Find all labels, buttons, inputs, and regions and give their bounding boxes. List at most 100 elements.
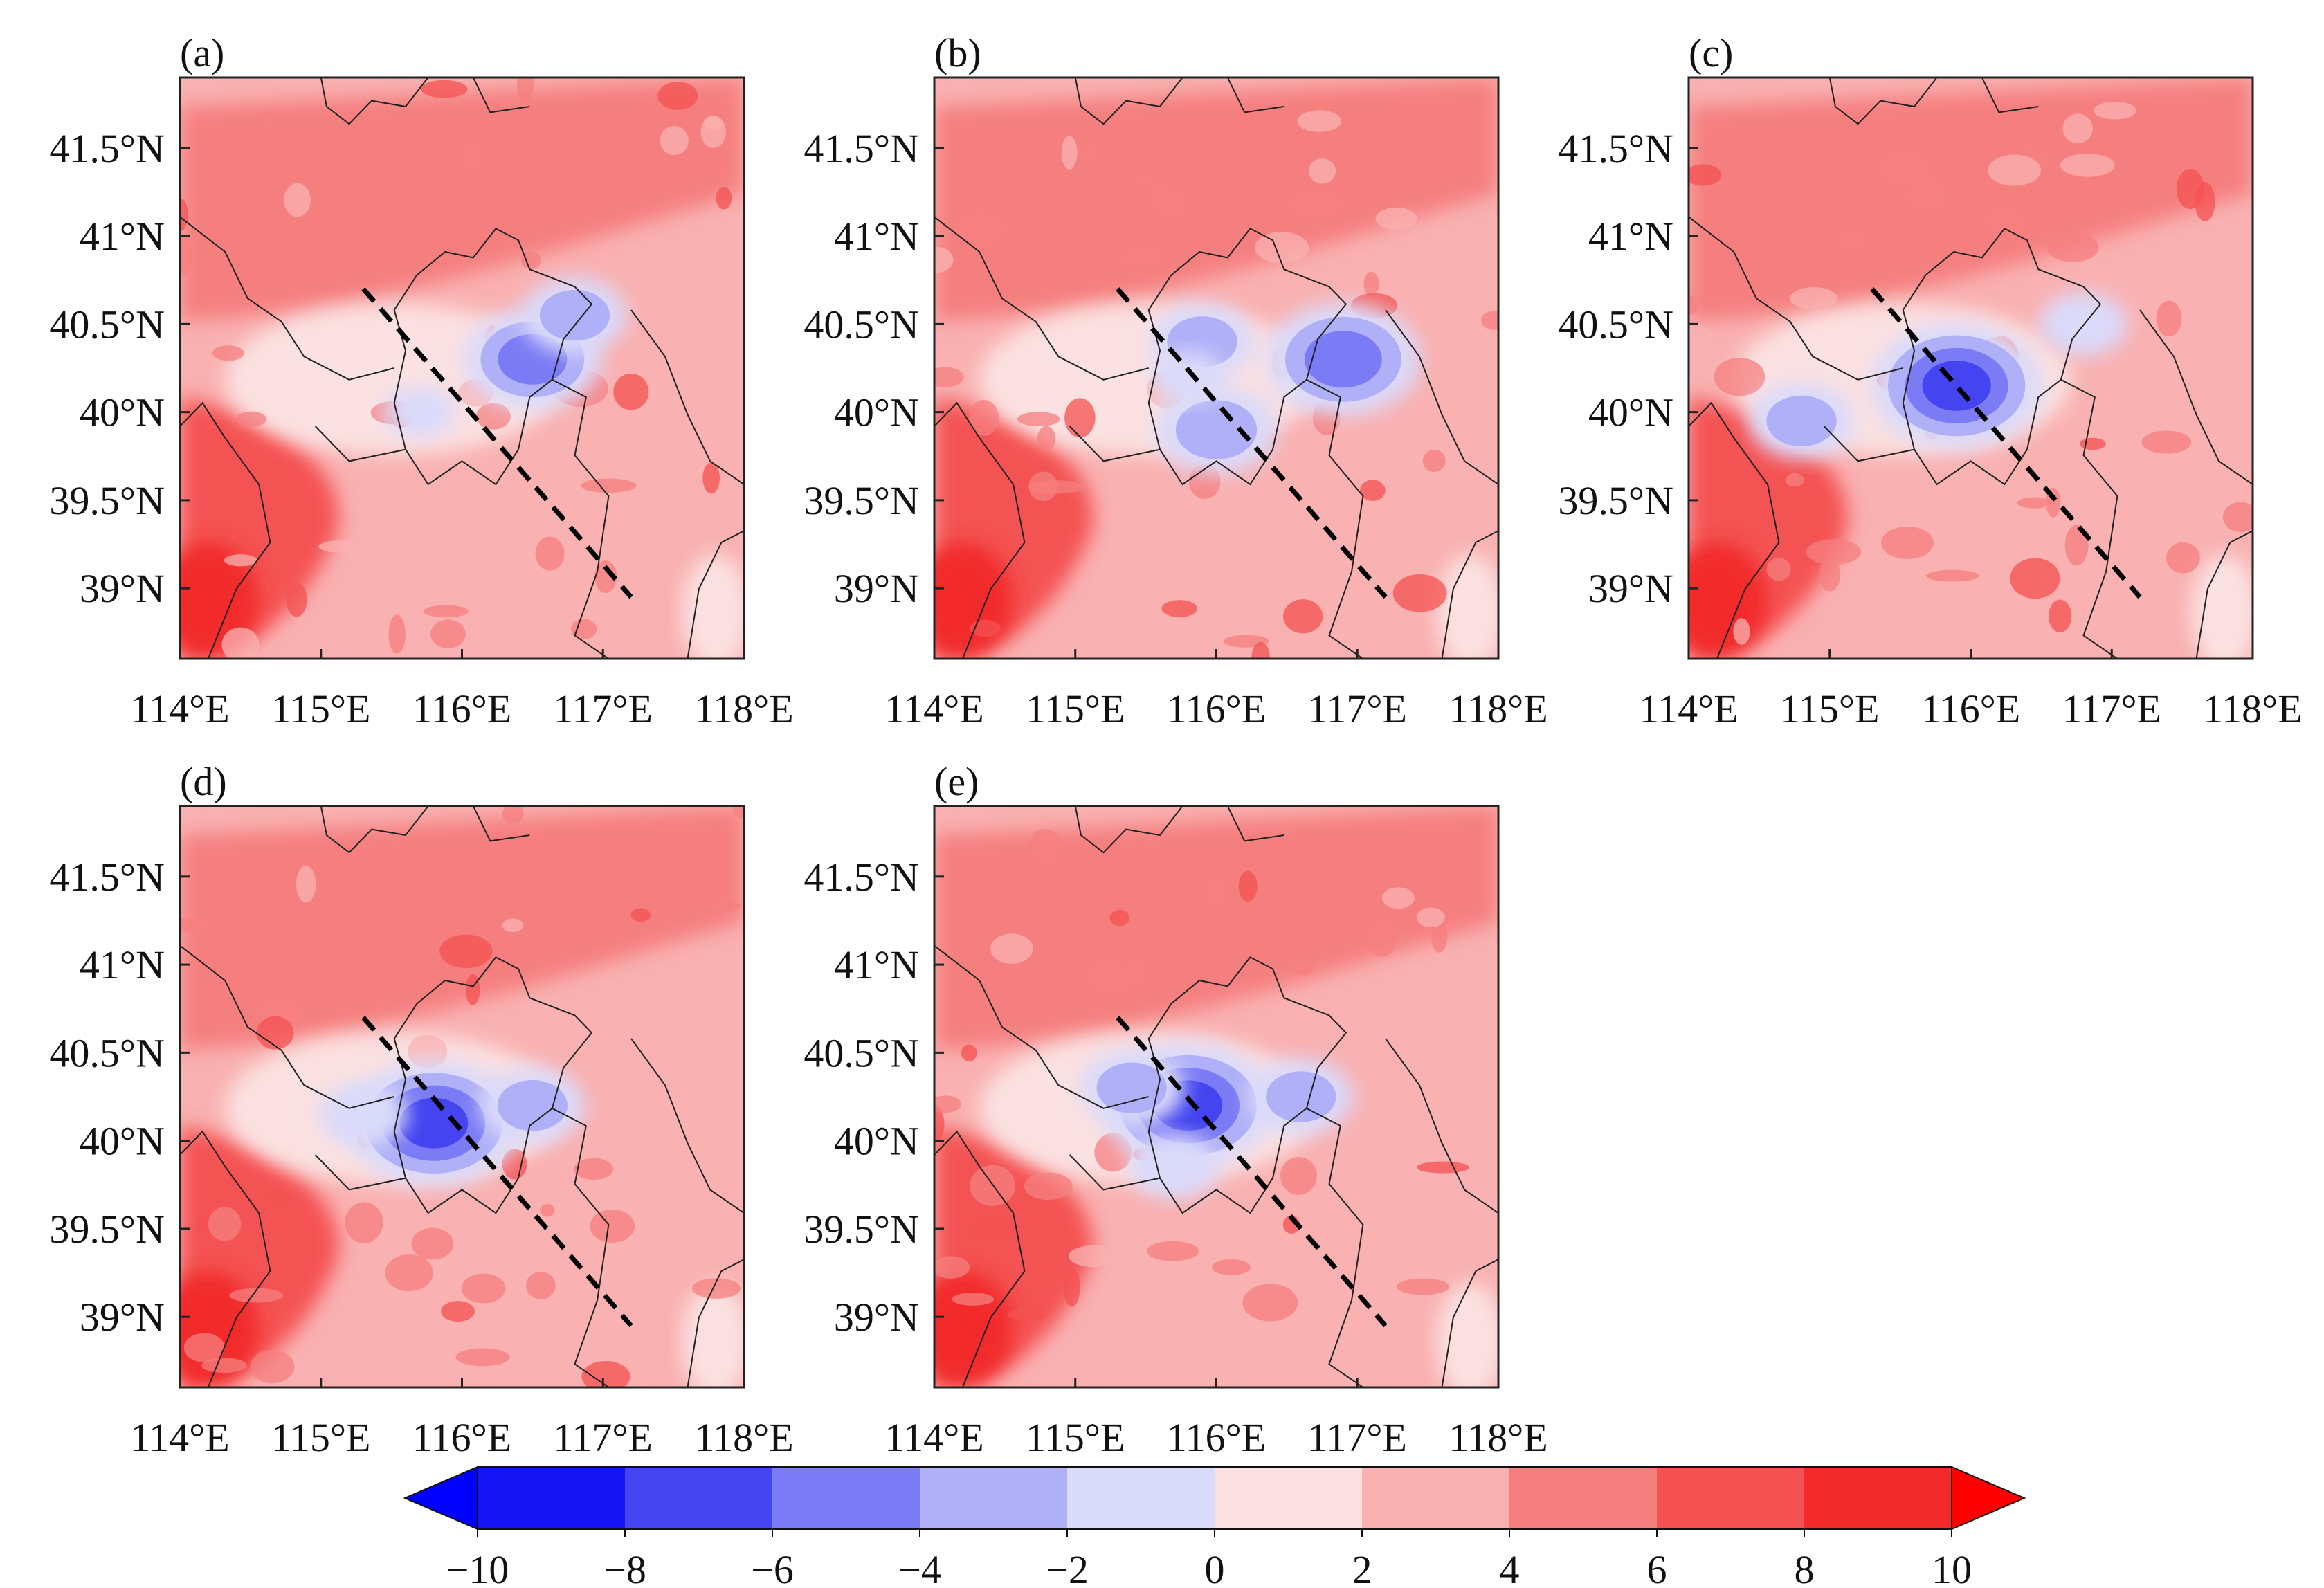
field-speckle [502,918,524,933]
field-speckle [692,1278,741,1299]
lat-tick-label: 41.5°N [1558,126,1673,171]
lat-tick-label: 41.5°N [804,126,919,171]
field-speckle [660,125,689,156]
border-province [934,401,1026,659]
field-coast [682,554,744,659]
field-negative-blob [383,386,456,438]
field-speckle [1819,558,1841,592]
border-tianjin [2060,378,2118,659]
border-province [1828,77,1938,125]
lon-tick-label: 114°E [130,1415,229,1460]
lon-tick-label: 118°E [1449,686,1547,731]
field-speckle [1305,499,1339,536]
field-speckle [455,1348,510,1367]
map-area [934,806,1498,1387]
field-speckle [1689,164,1722,186]
cross-section-line [361,1016,633,1328]
colorbar-tick-label: −6 [751,1547,794,1588]
map-area [934,77,1498,659]
field-negative-blob [1304,331,1382,388]
field-north-band [934,77,1498,322]
field-speckle [229,1288,284,1303]
field-speckle [1297,110,1341,132]
field-speckle [1416,1161,1469,1174]
field-speckle [502,1149,527,1180]
field-speckle [1880,526,1934,559]
colorbar: −10 −8 −6 −4 −2 0 2 4 6 8 10 [403,1466,2026,1588]
border-province [1074,806,1183,854]
lat-tick-label: 41°N [834,942,919,987]
lat-tick-label: 40°N [834,390,919,435]
field-speckle [1480,311,1498,330]
field-speckle [1212,1259,1251,1276]
field-speckle [1251,641,1270,659]
border-province [1226,77,1284,113]
lat-tick-label: 40°N [80,1119,165,1164]
panel-a: (a) 114°E 115°E 116°E 117°E 118°E 41.5°N 41°N 40… [49,30,793,731]
field-negative-blob [539,289,610,341]
field-negative-blob [1096,1062,1167,1113]
map-area [1689,77,2253,659]
colorbar-tick-label: −2 [1046,1547,1089,1588]
field-coast [2190,554,2253,659]
field-speckle [476,403,511,430]
cross-section-line [1116,287,1388,599]
field-north-band [934,806,1498,1050]
border-province [314,426,406,462]
field-speckle [1363,271,1379,297]
field-speckle [201,1358,247,1373]
field-speckle [345,1202,383,1243]
border-province [472,77,530,113]
border-beijing [393,956,593,1214]
map-area [180,77,744,659]
lon-tick-label: 115°E [1026,1415,1125,1460]
lon-tick-label: 118°E [694,1415,793,1460]
lon-tick-label: 116°E [412,686,511,731]
panel-e: (e) 114°E 115°E 116°E 117°E 118°E 41.5°N 41°N 40… [804,759,1547,1460]
field-speckle [2046,232,2099,262]
border-province [630,309,744,485]
field-speckle [267,1191,290,1207]
field-speckle [1075,145,1102,163]
lat-tick-label: 39°N [80,566,165,611]
panel-label: (c) [1689,30,1733,75]
lat-tick-label: 40°N [834,1119,919,1164]
border-province [320,77,429,125]
lat-tick-label: 41.5°N [49,855,165,900]
lat-tick-label: 41°N [80,942,165,987]
field-speckle [465,974,480,1005]
field-negative-blob [1266,1071,1336,1122]
border-province [180,401,271,659]
field-negative-blob [1922,361,1991,411]
field-speckle [212,345,244,361]
field-speckle [1733,618,1750,645]
border-province [1069,426,1161,462]
lon-tick-label: 118°E [694,686,793,731]
field-speckle [502,806,524,824]
field-speckle [961,1044,977,1062]
field-speckle [284,183,311,217]
field-speckle [256,1016,294,1050]
field-speckle [1785,473,1805,487]
field-speckle [461,1273,506,1304]
field-speckle [183,1333,225,1362]
panel-label: (a) [180,30,224,75]
field-speckle [1204,874,1225,906]
lat-tick-label: 40.5°N [49,1030,165,1075]
lon-tick-label: 115°E [271,1415,370,1460]
field-negative-blob [1129,1135,1219,1199]
field-hotspot [934,542,1014,659]
field-speckle [619,998,671,1030]
field-speckle [1417,907,1445,927]
field-speckle [934,1105,945,1143]
map-area [180,806,744,1387]
lon-tick-label: 116°E [412,1415,511,1460]
field-speckle [708,900,741,912]
field-speckle [1069,1245,1120,1268]
field-speckle [704,116,721,130]
field-speckle [250,1349,295,1384]
colorbar-extend-low [403,1466,478,1531]
field-speckle [520,251,541,270]
field-north-band [180,806,744,1050]
field-negative-blob [497,1080,568,1131]
